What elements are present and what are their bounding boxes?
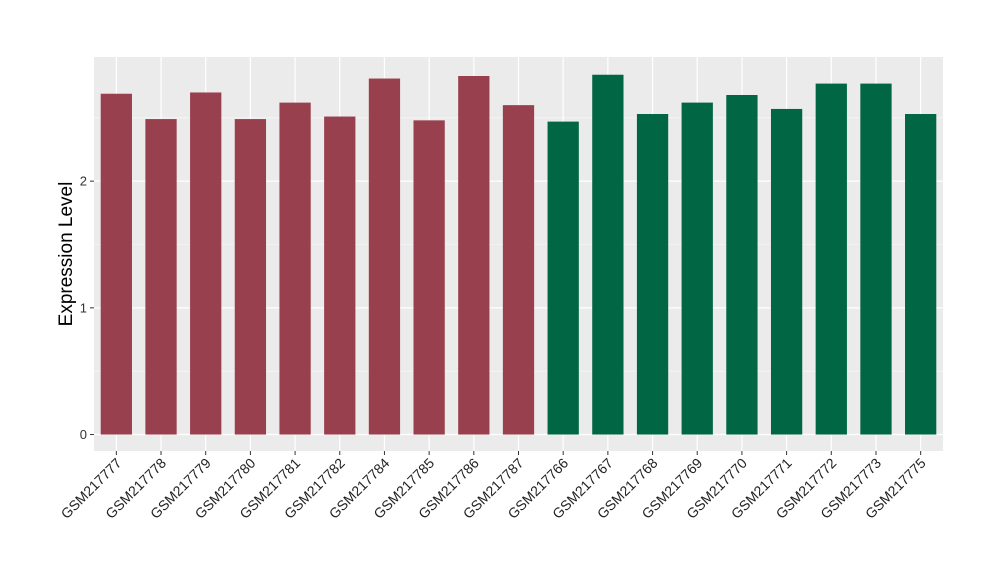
bar-GSM217786 [458,76,490,435]
bar-GSM217766 [547,121,579,435]
bar-GSM217770 [726,95,758,435]
bar-GSM217784 [368,78,401,435]
bar-GSM217785 [413,120,445,435]
bar-GSM217777 [100,93,132,435]
bar-GSM217787 [502,105,535,435]
bar-GSM217779 [190,92,222,435]
bar-GSM217773 [860,83,892,435]
y-tick-label: 0 [80,427,87,442]
y-tick-label: 2 [80,174,87,189]
y-tick-label: 1 [80,300,87,315]
bar-GSM217769 [681,102,713,435]
bar-GSM217775 [905,114,937,435]
y-axis: 0 1 2 [80,174,94,442]
bar-GSM217772 [815,83,847,435]
y-axis-title: Expression Level [56,182,77,327]
bar-GSM217767 [592,74,624,435]
bar-GSM217780 [234,119,267,435]
bar-GSM217782 [324,116,356,435]
bar-GSM217781 [279,102,311,435]
bar-GSM217768 [636,114,669,435]
x-axis: GSM217777GSM217778GSM217779GSM217780GSM2… [58,451,929,522]
bars [100,74,937,435]
bar-GSM217771 [770,108,803,435]
bar-GSM217778 [145,119,177,435]
